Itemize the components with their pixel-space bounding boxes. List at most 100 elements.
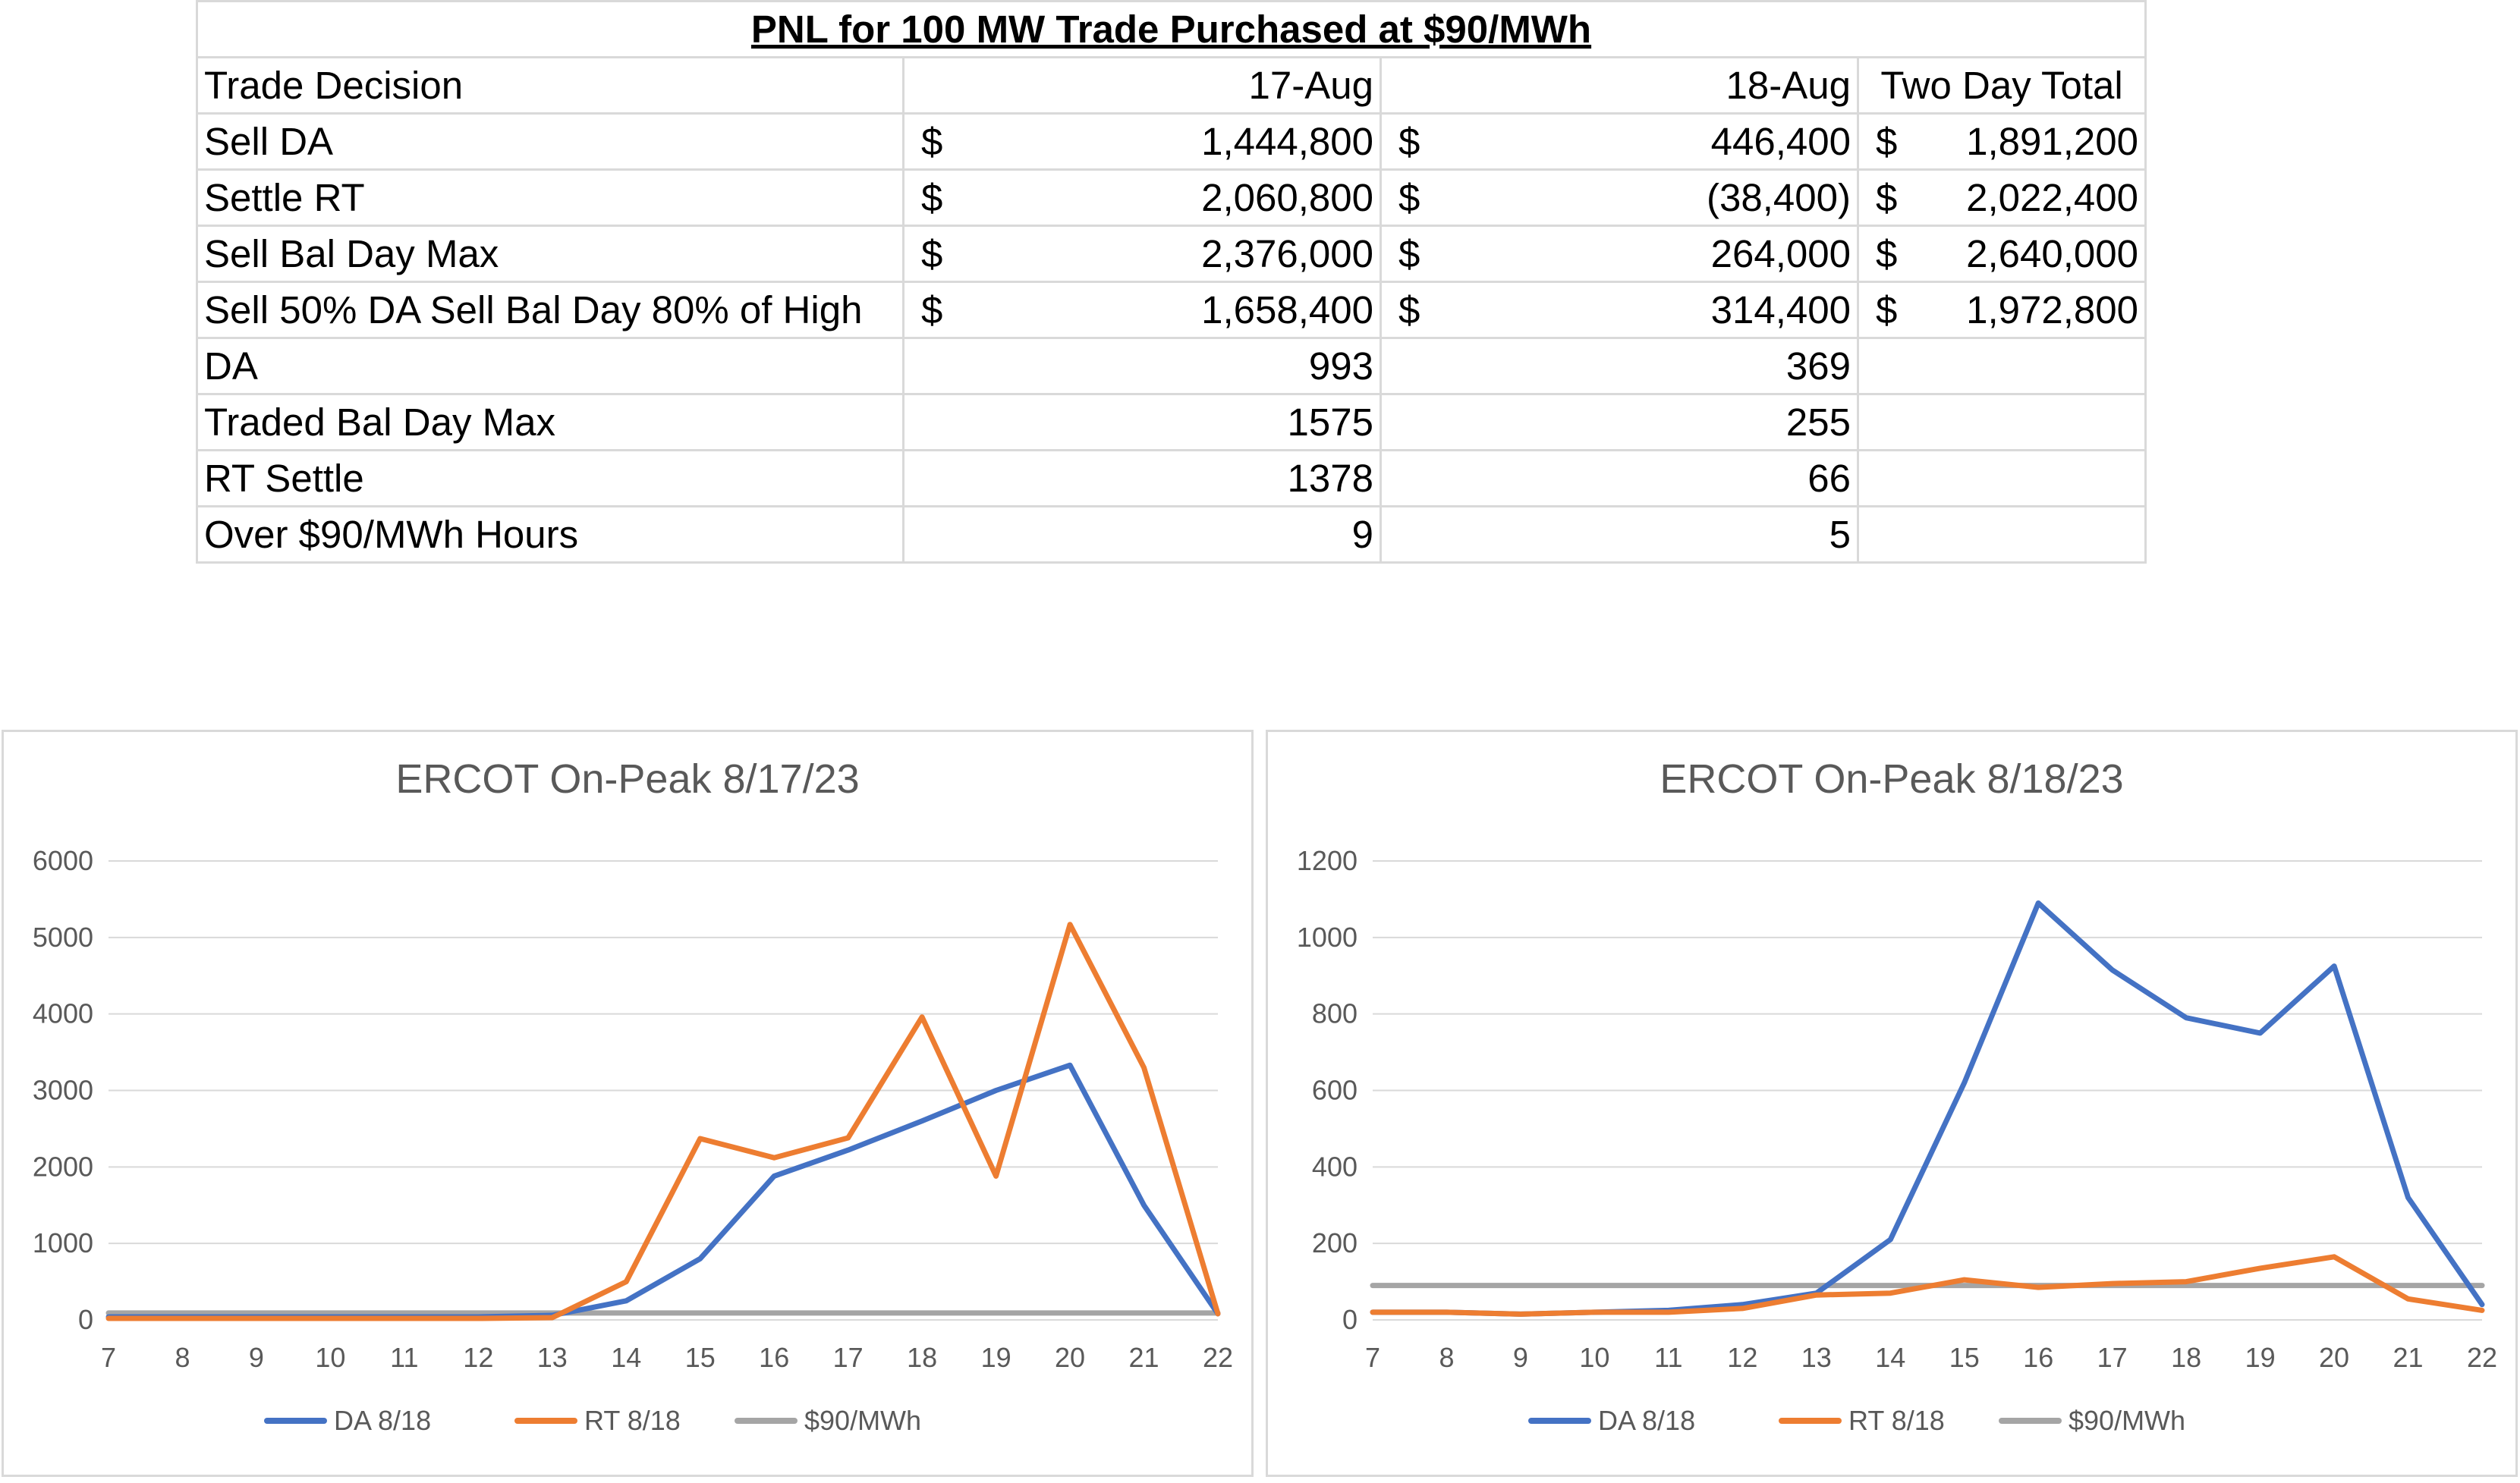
- series-line-da-8-18: [1370, 900, 2485, 1317]
- cell-total: [1857, 449, 2147, 507]
- cell-18-aug: $ (38,400): [1380, 168, 1859, 227]
- x-tick-label: 8: [1439, 1342, 1454, 1373]
- row-label: Over $90/MWh Hours: [196, 505, 904, 564]
- table-row: Sell 50% DA Sell Bal Day 80% of High $1,…: [196, 281, 2147, 339]
- x-tick-label: 7: [101, 1342, 116, 1373]
- cell-total: $2,640,000: [1857, 225, 2147, 283]
- row-label: Traded Bal Day Max: [196, 393, 904, 451]
- series-line-rt-8-18: [105, 922, 1221, 1321]
- legend-label: RT 8/18: [1848, 1405, 1945, 1436]
- x-tick-label: 18: [2171, 1342, 2201, 1373]
- x-tick-label: 11: [1654, 1342, 1682, 1373]
- x-tick-label: 13: [537, 1342, 568, 1373]
- currency-symbol: $: [921, 120, 943, 163]
- row-label: Settle RT: [196, 168, 904, 227]
- x-tick-label: 20: [2319, 1342, 2349, 1373]
- header-17-aug: 17-Aug: [902, 56, 1382, 115]
- legend-label: DA 8/18: [334, 1405, 431, 1436]
- chart-svg: ERCOT On-Peak 8/18/23 0 200 400 600 800 1000 12…: [1297, 756, 2497, 1436]
- currency-symbol: $: [1398, 176, 1420, 219]
- cell-17-aug: $2,060,800: [902, 168, 1382, 227]
- x-tick-label: 14: [611, 1342, 641, 1373]
- amount: 1,891,200: [1966, 120, 2138, 163]
- table-row: Settle RT $2,060,800 $ (38,400) $2,022,40…: [196, 168, 2147, 227]
- cell-17-aug: $2,376,000: [902, 225, 1382, 283]
- table-row: Over $90/MWh Hours 9 5: [196, 505, 2147, 564]
- amount: 2,376,000: [1201, 232, 1373, 275]
- cell-total: $2,022,400: [1857, 168, 2147, 227]
- x-tick-label: 16: [2023, 1342, 2053, 1373]
- legend-label: DA 8/18: [1598, 1405, 1695, 1436]
- x-tick-label: 17: [833, 1342, 864, 1373]
- currency-symbol: $: [1876, 288, 1898, 331]
- y-tick-label: 2000: [33, 1151, 93, 1182]
- amount: 2,022,400: [1966, 176, 2138, 219]
- currency-symbol: $: [1876, 176, 1898, 219]
- row-label: DA: [196, 337, 904, 395]
- cell-17-aug: 9: [902, 505, 1382, 564]
- cell-total: $1,972,800: [1857, 281, 2147, 339]
- x-tick-label: 18: [907, 1342, 937, 1373]
- y-tick-label: 1200: [1297, 845, 1358, 876]
- x-tick-label: 9: [249, 1342, 264, 1373]
- header-two-day-total: Two Day Total: [1857, 56, 2147, 115]
- y-tick-label: 0: [1342, 1304, 1358, 1335]
- y-tick-label: 1000: [1297, 922, 1358, 953]
- x-tick-label: 10: [1579, 1342, 1609, 1373]
- currency-symbol: $: [1398, 288, 1420, 331]
- x-tick-label: 22: [2467, 1342, 2497, 1373]
- cell-18-aug: 5: [1380, 505, 1859, 564]
- series-line-da-8-18: [105, 1062, 1221, 1320]
- amount: (38,400): [1707, 176, 1851, 219]
- x-tick-label: 21: [2393, 1342, 2424, 1373]
- x-tick-label: 20: [1055, 1342, 1085, 1373]
- cell-total: [1857, 393, 2147, 451]
- y-tick-label: 3000: [33, 1075, 93, 1106]
- amount: 264,000: [1710, 232, 1851, 275]
- currency-symbol: $: [921, 176, 943, 219]
- header-18-aug: 18-Aug: [1380, 56, 1859, 115]
- chart-ercot-8-17: ERCOT On-Peak 8/17/23 0 1000 2000 3000 4000 50…: [2, 730, 1254, 1477]
- table-row: DA 993 369: [196, 337, 2147, 395]
- cell-total: [1857, 337, 2147, 395]
- cell-18-aug: $314,400: [1380, 281, 1859, 339]
- x-tick-label: 17: [2097, 1342, 2128, 1373]
- currency-symbol: $: [1398, 120, 1420, 163]
- currency-symbol: $: [921, 288, 943, 331]
- table-row: RT Settle 1378 66: [196, 449, 2147, 507]
- y-tick-label: 800: [1312, 998, 1358, 1029]
- x-tick-label: 10: [315, 1342, 345, 1373]
- x-tick-label: 19: [981, 1342, 1011, 1373]
- chart-title: ERCOT On-Peak 8/17/23: [395, 756, 859, 802]
- cell-18-aug: $264,000: [1380, 225, 1859, 283]
- cell-18-aug: 369: [1380, 337, 1859, 395]
- y-tick-label: 400: [1312, 1151, 1358, 1182]
- x-tick-label: 13: [1801, 1342, 1832, 1373]
- row-label: Sell 50% DA Sell Bal Day 80% of High: [196, 281, 904, 339]
- x-tick-label: 7: [1365, 1342, 1380, 1373]
- series-line-rt-8-18: [1370, 1254, 2485, 1317]
- table-header-row: Trade Decision 17-Aug 18-Aug Two Day Tot…: [196, 56, 2147, 115]
- header-trade-decision: Trade Decision: [196, 56, 904, 115]
- legend-label: $90/MWh: [804, 1405, 921, 1436]
- x-tick-label: 8: [175, 1342, 190, 1373]
- legend-label: RT 8/18: [584, 1405, 681, 1436]
- x-tick-label: 15: [685, 1342, 716, 1373]
- x-tick-label: 14: [1875, 1342, 1905, 1373]
- amount: 1,972,800: [1966, 288, 2138, 331]
- table-title-cell: PNL for 100 MW Trade Purchased at $90/MW…: [196, 0, 2147, 58]
- cell-17-aug: 1378: [902, 449, 1382, 507]
- currency-symbol: $: [1398, 232, 1420, 275]
- y-tick-label: 600: [1312, 1075, 1358, 1106]
- y-tick-label: 5000: [33, 922, 93, 953]
- y-tick-label: 6000: [33, 845, 93, 876]
- amount: 1,444,800: [1201, 120, 1373, 163]
- amount: 314,400: [1710, 288, 1851, 331]
- y-tick-label: 1000: [33, 1227, 93, 1258]
- y-tick-label: 0: [78, 1304, 93, 1335]
- cell-17-aug: $1,658,400: [902, 281, 1382, 339]
- chart-title: ERCOT On-Peak 8/18/23: [1660, 756, 2123, 802]
- cell-18-aug: 255: [1380, 393, 1859, 451]
- chart-ercot-8-18: ERCOT On-Peak 8/18/23 0 200 400 600 800 1000 12…: [1266, 730, 2518, 1477]
- x-tick-label: 16: [759, 1342, 789, 1373]
